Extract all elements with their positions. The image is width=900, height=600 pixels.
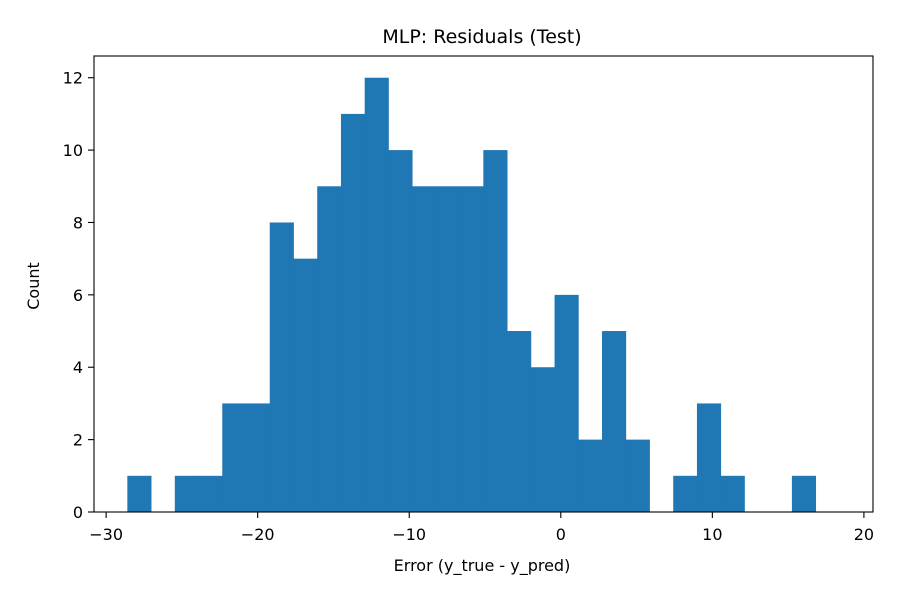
- x-tick-label: 10: [702, 525, 722, 544]
- histogram-bar: [198, 475, 223, 512]
- x-tick-label: 0: [556, 525, 566, 544]
- y-axis-label: Count: [24, 262, 43, 310]
- x-axis-ticks: −30 −20 −10 0 10 20: [89, 512, 874, 544]
- y-tick-label: 4: [73, 358, 83, 377]
- histogram-bar: [269, 222, 294, 512]
- y-tick-label: 6: [73, 286, 83, 305]
- histogram-bar: [174, 475, 199, 512]
- histogram-bar: [507, 331, 532, 512]
- x-axis-label: Error (y_true - y_pred): [394, 556, 571, 576]
- histogram-bar: [554, 294, 579, 512]
- histogram-bar: [530, 367, 555, 512]
- histogram-bar: [483, 150, 508, 512]
- x-tick-label: −10: [392, 525, 426, 544]
- x-tick-label: −30: [89, 525, 123, 544]
- histogram-bar: [340, 113, 366, 513]
- y-tick-label: 0: [73, 503, 83, 522]
- histogram-bar: [435, 186, 461, 513]
- y-tick-label: 2: [73, 431, 83, 450]
- x-tick-label: −20: [241, 525, 275, 544]
- histogram-bar: [246, 403, 271, 512]
- histogram-bar: [222, 403, 247, 512]
- histogram-bar: [317, 186, 342, 513]
- plot-frame: [93, 55, 874, 513]
- histogram-bar: [412, 186, 437, 513]
- histogram-bar: [625, 439, 650, 512]
- histogram-bar: [602, 331, 627, 512]
- histogram-bar: [720, 475, 745, 512]
- y-tick-label: 10: [63, 141, 83, 160]
- histogram-bar: [127, 475, 152, 512]
- histogram-bar: [459, 186, 484, 513]
- y-tick-label: 12: [63, 69, 83, 88]
- x-tick-label: 20: [854, 525, 874, 544]
- bars-group: [127, 77, 817, 513]
- histogram-bar: [293, 258, 318, 512]
- histogram-bar: [364, 77, 389, 512]
- y-axis-ticks: 0 2 4 6 8 10 12: [63, 69, 94, 522]
- histogram-bar: [388, 150, 413, 512]
- histogram-bar: [578, 439, 603, 512]
- histogram-bar: [791, 475, 817, 512]
- histogram-bar: [673, 475, 698, 512]
- histogram-bar: [696, 403, 722, 512]
- y-tick-label: 8: [73, 213, 83, 232]
- chart-title: MLP: Residuals (Test): [382, 26, 581, 48]
